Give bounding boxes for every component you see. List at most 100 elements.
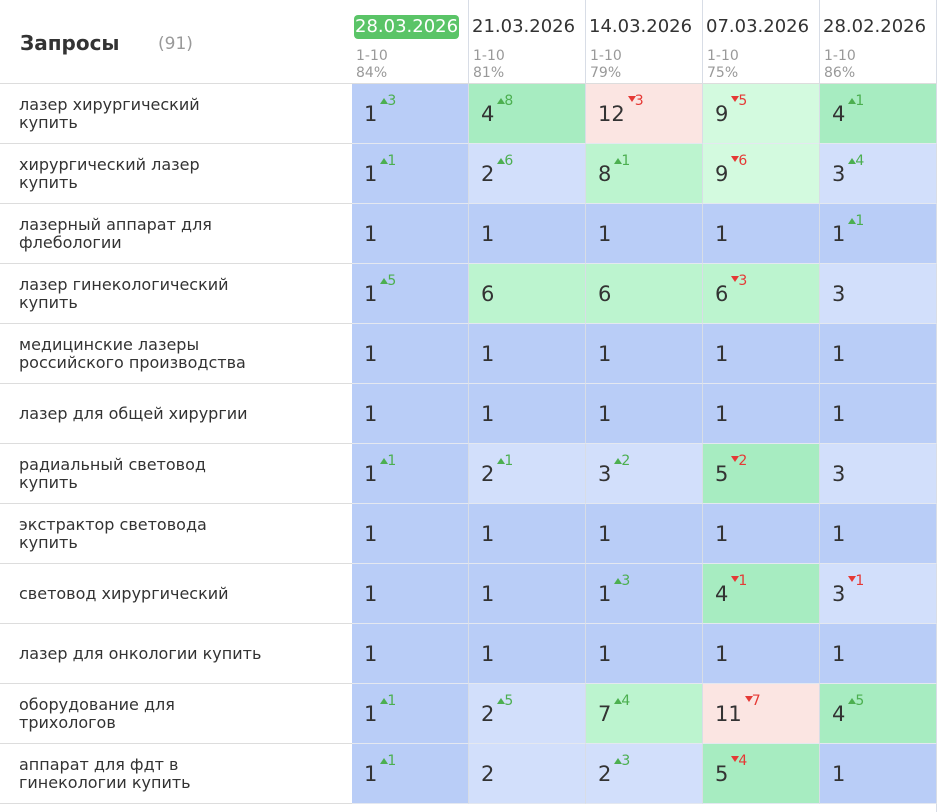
trend-arrow	[380, 758, 389, 764]
position-cell: 3	[820, 264, 937, 324]
position: 3	[598, 462, 612, 486]
position-change: 1	[504, 453, 514, 469]
position-cell: 1	[820, 384, 937, 444]
position: 1	[364, 162, 378, 186]
trend-arrow	[848, 698, 857, 704]
query[interactable]: лазер для общей хирургии	[0, 384, 352, 444]
position: 2	[598, 762, 612, 786]
position: 1	[481, 222, 495, 246]
position-change: 1	[738, 573, 748, 589]
date-column-header[interactable]: 28.02.2026 1-10 86%	[820, 0, 937, 84]
position-change: 1	[387, 693, 397, 709]
position: 6	[715, 282, 729, 306]
position-cell: 12 3	[586, 84, 703, 144]
position-cell: 1	[586, 324, 703, 384]
trend-arrow	[614, 458, 623, 464]
query[interactable]: хирургический лазер купить	[0, 144, 352, 204]
position: 1	[715, 402, 729, 426]
query[interactable]: радиальный световод купить	[0, 444, 352, 504]
position: 1	[364, 462, 378, 486]
position: 1	[598, 402, 612, 426]
position-cell: 1	[586, 504, 703, 564]
query[interactable]: медицинские лазеры российского производс…	[0, 324, 352, 384]
position: 6	[598, 282, 612, 306]
query[interactable]: лазер для онкологии купить	[0, 624, 352, 684]
position: 1	[832, 342, 846, 366]
trend-arrow	[497, 158, 506, 164]
position: 2	[481, 462, 495, 486]
position-change: 1	[855, 573, 865, 589]
query[interactable]: экстрактор световода купить	[0, 504, 352, 564]
position-cell: 1	[469, 384, 586, 444]
query[interactable]: лазер гинекологический купить	[0, 264, 352, 324]
position: 1	[364, 702, 378, 726]
trend-arrow	[614, 578, 623, 584]
query[interactable]: оборудование для трихологов	[0, 684, 352, 744]
range: 1-10	[473, 48, 505, 64]
position-cell: 1	[352, 624, 469, 684]
trend-arrow	[848, 158, 857, 164]
percent: 84%	[356, 65, 388, 81]
position-cell: 1	[703, 504, 820, 564]
position: 1	[715, 222, 729, 246]
query[interactable]: аппарат для фдт в гинекологии купить	[0, 744, 352, 804]
query-count: (91)	[158, 34, 193, 54]
date-column-header[interactable]: 28.03.2026 1-10 84%	[352, 0, 469, 84]
position: 1	[598, 342, 612, 366]
percent: 75%	[707, 65, 739, 81]
position-change: 6	[504, 153, 514, 169]
position: 5	[715, 462, 729, 486]
date: 07.03.2026	[706, 16, 810, 37]
position: 11	[715, 702, 742, 726]
position: 3	[832, 282, 846, 306]
position-cell: 1	[352, 564, 469, 624]
position-change: 3	[634, 93, 644, 109]
position-cell: 1	[820, 324, 937, 384]
position: 1	[715, 522, 729, 546]
position: 1	[364, 762, 378, 786]
date-column-header[interactable]: 07.03.2026 1-10 75%	[703, 0, 820, 84]
date-column-header[interactable]: 14.03.2026 1-10 79%	[586, 0, 703, 84]
position: 4	[481, 102, 495, 126]
position: 1	[832, 642, 846, 666]
position: 1	[481, 402, 495, 426]
position-change: 1	[621, 153, 631, 169]
position-cell: 1	[469, 324, 586, 384]
position-change: 6	[738, 153, 748, 169]
position-cell: 1	[469, 204, 586, 264]
position-cell: 1	[820, 624, 937, 684]
position-cell: 2	[469, 744, 586, 804]
query[interactable]: световод хирургический	[0, 564, 352, 624]
trend-arrow	[848, 218, 857, 224]
trend-arrow	[380, 158, 389, 164]
position-cell: 1	[469, 624, 586, 684]
position: 1	[364, 342, 378, 366]
query[interactable]: лазерный аппарат для флебологии	[0, 204, 352, 264]
position: 1	[364, 102, 378, 126]
position-change: 1	[387, 153, 397, 169]
query[interactable]: лазер хирургический купить	[0, 84, 352, 144]
position: 9	[715, 162, 729, 186]
position: 1	[481, 522, 495, 546]
date-column-header[interactable]: 21.03.2026 1-10 81%	[469, 0, 586, 84]
trend-arrow	[731, 456, 740, 462]
trend-arrow	[380, 98, 389, 104]
position-cell: 1	[703, 624, 820, 684]
position-change: 5	[738, 93, 748, 109]
position: 2	[481, 762, 495, 786]
position: 1	[364, 642, 378, 666]
position: 3	[832, 582, 846, 606]
trend-arrow	[731, 576, 740, 582]
